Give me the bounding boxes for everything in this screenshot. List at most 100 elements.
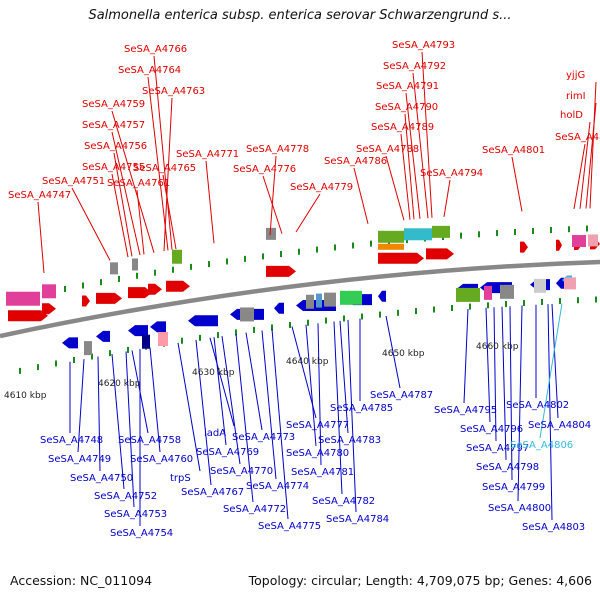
gene-label: SeSA_A4778 [246,144,309,155]
gene-label: SeSA_A4772 [223,504,286,515]
gene-label: SeSA_A4784 [326,514,389,525]
leader-line [136,189,145,255]
leader-line [209,337,235,427]
leader-line [235,333,254,503]
tick-mark [37,364,39,371]
tick-mark [343,315,345,322]
forward-gene-arrow [148,283,162,295]
gene-label: SeSA_A4774 [246,481,309,492]
gene-label: SeSA_A4747 [8,190,71,201]
tick-mark [73,356,75,363]
tick-mark [325,317,327,324]
leader-line [585,102,597,209]
scale-label: 4620 kbp [98,379,141,389]
tick-mark [541,298,543,305]
tick-mark [82,282,84,289]
gene-label: SeSA_A4785 [330,403,393,414]
leader-line [111,173,129,258]
tick-mark [289,322,291,329]
feature-box [378,243,404,250]
tick-mark [244,255,246,262]
reverse-gene-arrow [128,325,148,337]
tick-mark [199,334,201,341]
leader-line [305,324,317,447]
tick-mark [478,231,480,238]
tick-mark [118,275,120,282]
genome-summary: Topology: circular; Length: 4,709,075 bp… [248,573,592,588]
feature-box [324,292,336,307]
gene-label: trpS [170,473,191,484]
tick-mark [226,258,228,265]
gene-label: SeSA_A4764 [118,65,181,76]
tick-mark [64,285,66,292]
tick-mark [55,360,57,367]
feature-box [158,332,168,347]
forward-gene-arrow [128,287,152,299]
gene-label: SeSA_A4776 [233,164,296,175]
leader-line [511,156,523,212]
tick-mark [469,303,471,310]
genome-backbone [0,259,600,339]
reverse-gene-arrow [62,337,78,349]
tick-mark [487,302,489,309]
gene-label: SeSA_A4796 [460,424,523,435]
gene-label: SeSA_A4803 [522,522,585,533]
gene-label: SeSA_A4773 [232,432,295,443]
gene-label: SeSA_A4800 [488,503,551,514]
tick-mark [577,297,579,304]
gene-label: SeSA_A4752 [94,491,157,502]
leader-line [421,51,433,218]
reverse-gene-arrow [96,330,110,342]
tick-mark [415,308,417,315]
feature-box [110,262,118,275]
label-leader-lines [37,51,597,526]
leader-line [589,81,597,209]
tick-mark [280,251,282,258]
feature-box [588,234,598,247]
tick-mark [370,240,372,247]
gene-label: SeSA_A4780 [286,448,349,459]
gene-labels: SeSA_A4766 SeSA_A4764 SeSA_A4763 SeSA_A4759… [8,40,600,539]
gene-label: SeSA_A4798 [476,462,539,473]
gene-label: SeSA_A4749 [48,454,111,465]
gene-label: SeSA_A4767 [181,487,244,498]
leader-line [485,307,491,423]
forward-gene-arrow [378,252,424,264]
reverse-gene-arrow [150,321,166,333]
gene-label: SeSA_A4751 [42,176,105,187]
gene-label: SeSA_A4771 [176,149,239,160]
gene-label: iadA [204,428,226,439]
leader-line [412,72,429,219]
feature-box [404,228,432,241]
tick-mark [379,311,381,318]
leader-line [221,335,241,465]
tick-mark [271,324,273,331]
tick-mark [586,225,588,232]
forward-gene-arrow [8,310,48,322]
gene-label: SeSA_A4801 [482,145,545,156]
tick-mark [433,306,435,313]
feature-box [456,287,480,302]
tick-mark [109,350,111,357]
tick-mark [217,332,219,339]
leader-line [261,330,277,480]
gene-label: SeSA_A4779 [290,182,353,193]
gene-label: SeSA_A4793 [392,40,455,51]
tick-mark [154,269,156,276]
tick-mark [208,261,210,268]
leader-line [547,304,553,521]
forward-gene-arrow [520,241,528,253]
feature-box [378,230,404,243]
feature-box [572,235,586,248]
reverse-gene-arrow [274,302,284,314]
tick-mark [361,313,363,320]
tick-mark [316,246,318,253]
gene-label: SeSA_A4755 [82,162,145,173]
leader-line [213,337,227,446]
tick-mark [235,329,237,336]
leader-line [262,175,283,234]
gene-label: SeSA_A4769 [196,447,259,458]
tick-mark [334,244,336,251]
gene-label: SeSA_A4802 [506,400,569,411]
forward-gene-arrow [96,292,122,304]
